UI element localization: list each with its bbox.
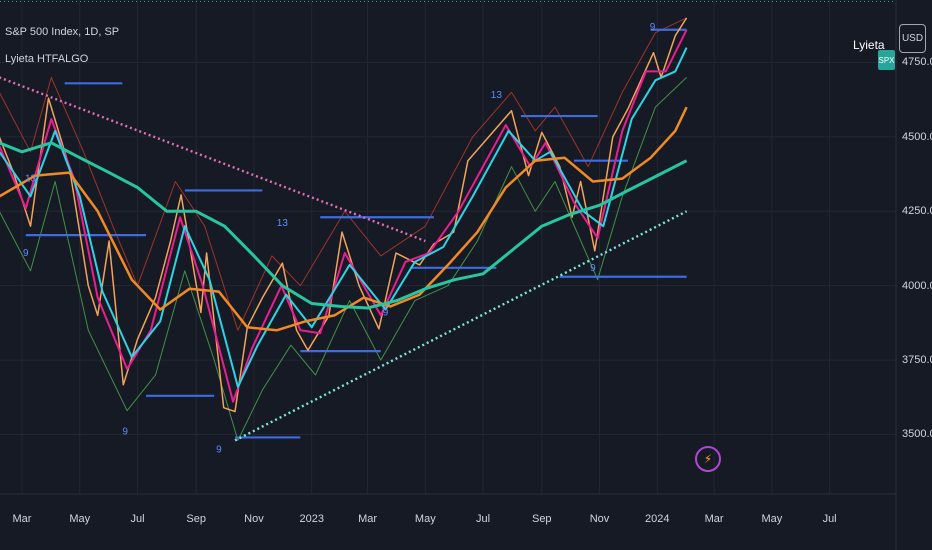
x-tick-label: Jul — [822, 513, 837, 525]
x-tick-label: Mar — [704, 513, 724, 525]
series-slow-ma-orange — [0, 106, 688, 332]
x-tick-label: Sep — [531, 513, 552, 525]
count-marker: 9 — [590, 263, 596, 274]
series-mid-ma-cyan — [0, 47, 688, 388]
count-marker: 13 — [25, 174, 37, 185]
x-tick-label: May — [414, 513, 436, 525]
symbol-tag: SPX — [878, 50, 895, 70]
count-marker: 9 — [23, 248, 29, 259]
brand-label: Lyieta — [853, 38, 885, 52]
series-upper-band-red — [0, 17, 687, 331]
series-long-ma-teal — [0, 141, 688, 310]
x-tick-label: Mar — [12, 513, 32, 525]
lightning-bolt-icon[interactable]: ⚡ — [695, 446, 721, 472]
count-marker: 13 — [491, 90, 503, 101]
y-tick-label: 4000.00 — [902, 279, 932, 292]
grid — [0, 0, 896, 494]
x-tick-label: 2023 — [299, 513, 324, 525]
markers: 9 13 9 9 13 9 13 9 9 — [23, 22, 656, 456]
x-tick-label: Nov — [589, 513, 610, 525]
currency-button[interactable]: USD — [899, 24, 926, 53]
y-tick-label: 3750.00 — [902, 354, 932, 367]
count-marker: 13 — [277, 218, 289, 229]
count-marker: 9 — [216, 444, 222, 455]
x-tick-label: Nov — [244, 513, 264, 525]
count-marker: 9 — [122, 426, 128, 437]
trendlines — [0, 76, 688, 442]
trendline-resistance-pink-dashed — [0, 76, 426, 243]
bands — [0, 17, 687, 441]
count-marker: 9 — [383, 307, 389, 318]
x-tick-label: May — [761, 513, 783, 525]
series — [0, 17, 688, 413]
chart-title[interactable]: S&P 500 Index, 1D, SP — [5, 26, 120, 38]
y-tick-label: 4250.00 — [902, 205, 932, 218]
y-tick-label: 4750.00 — [902, 56, 932, 69]
x-tick-label: Jul — [476, 513, 491, 525]
x-tick-label: Jul — [130, 513, 145, 525]
series-lower-band-green — [0, 77, 687, 441]
count-marker: 9 — [650, 22, 656, 33]
y-tick-label: 3500.00 — [902, 428, 932, 441]
level-lines — [25, 28, 687, 439]
x-tick-label: Sep — [186, 513, 206, 525]
indicator-label[interactable]: Lyieta HTFALGO — [5, 53, 89, 65]
y-tick-label: 4500.00 — [902, 130, 932, 143]
x-tick-label: May — [69, 513, 91, 525]
x-tick-label: 2024 — [645, 513, 670, 525]
x-tick-label: Mar — [358, 513, 378, 525]
